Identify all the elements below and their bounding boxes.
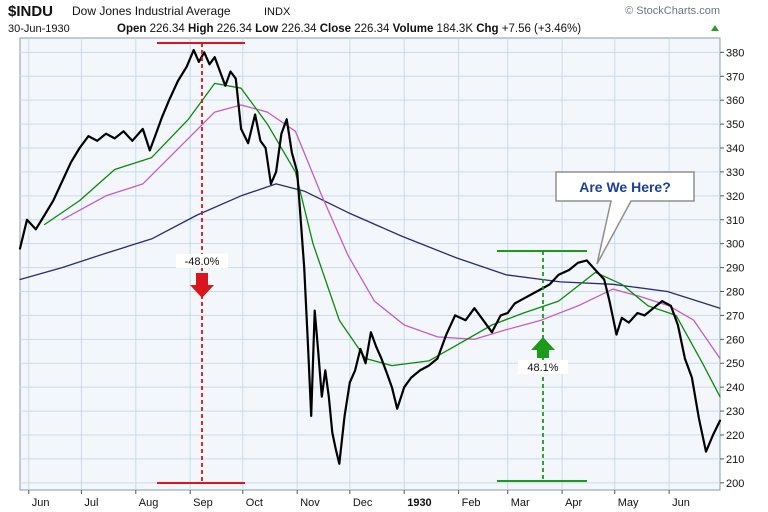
x-tick-label: 1930 <box>407 497 431 509</box>
index-name: Dow Jones Industrial Average <box>72 4 231 18</box>
ticker-symbol: $INDU <box>8 3 53 20</box>
series-line-ma_mid <box>61 104 721 360</box>
y-axis: 200 210 220 230 240 250 260 270 280 290 300 310 320 3… <box>720 47 744 490</box>
y-tick-label: 220 <box>726 430 744 442</box>
y-tick-label: 280 <box>726 287 744 299</box>
stockcharts-watermark: © StockCharts.com <box>625 5 720 17</box>
y-tick-label: 260 <box>726 334 744 346</box>
y-tick-label: 310 <box>726 215 744 227</box>
x-axis: Jun Jul Aug Sep Oct Nov Dec 1930 Feb Mar Apr May Jun <box>28 490 690 509</box>
x-tick-label: Apr <box>565 497 582 509</box>
callout-bubble <box>555 171 695 265</box>
y-tick-label: 270 <box>726 310 744 322</box>
x-tick-label: Aug <box>139 497 159 509</box>
y-tick-label: 290 <box>726 263 744 275</box>
x-tick-label: Oct <box>246 497 263 509</box>
y-tick-label: 330 <box>726 167 744 179</box>
up-triangle-icon <box>711 25 719 31</box>
quote-line: Open 226.34 High 226.34 Low 226.34 Close… <box>117 23 581 35</box>
x-tick-label: Jul <box>84 497 98 509</box>
chg-label: Chg <box>476 23 498 35</box>
y-tick-label: 350 <box>726 119 744 131</box>
rally-percent-label: 48.1% <box>527 362 558 374</box>
y-tick-label: 380 <box>726 47 744 59</box>
high-value: 226.34 <box>217 23 253 35</box>
decline-percent-label: -48.0% <box>185 256 220 268</box>
exchange-label: INDX <box>264 6 291 18</box>
open-value: 226.34 <box>150 23 186 35</box>
y-tick-label: 320 <box>726 191 744 203</box>
quote-date: 30-Jun-1930 <box>8 23 70 35</box>
y-tick-label: 230 <box>726 406 744 418</box>
volume-value: 184.3K <box>437 23 474 35</box>
rally-annotation: 48.1% <box>497 250 587 482</box>
high-label: High <box>188 23 214 35</box>
series-group <box>18 48 722 465</box>
x-tick-label: May <box>618 497 639 509</box>
callout-text: Are We Here? <box>579 179 671 195</box>
series-line-price <box>18 48 722 465</box>
y-tick-label: 340 <box>726 143 744 155</box>
x-tick-label: Nov <box>300 497 320 509</box>
x-tick-label: Dec <box>353 497 373 509</box>
x-tick-label: Feb <box>462 497 481 509</box>
arrow-up-icon <box>531 337 555 358</box>
chg-value: +7.56 (+3.46%) <box>502 23 581 35</box>
y-tick-label: 250 <box>726 358 744 370</box>
y-tick-label: 240 <box>726 382 744 394</box>
y-tick-label: 370 <box>726 71 744 83</box>
x-tick-label: Jun <box>672 497 690 509</box>
y-tick-label: 300 <box>726 239 744 251</box>
decline-annotation: -48.0% <box>157 42 245 484</box>
x-tick-label: Mar <box>511 497 530 509</box>
close-label: Close <box>320 23 351 35</box>
y-tick-label: 200 <box>726 478 744 490</box>
callout: Are We Here? <box>555 171 695 265</box>
x-tick-label: Jun <box>32 497 50 509</box>
low-label: Low <box>255 23 278 35</box>
series-line-ma_short <box>43 82 721 398</box>
volume-label: Volume <box>393 23 434 35</box>
arrow-down-icon <box>190 273 214 298</box>
decline-label-bg <box>176 254 228 268</box>
low-value: 226.34 <box>281 23 317 35</box>
series-line-ma_long <box>19 183 721 309</box>
y-tick-label: 360 <box>726 95 744 107</box>
close-value: 226.34 <box>354 23 390 35</box>
x-tick-label: Sep <box>193 497 213 509</box>
plot-area <box>19 37 721 491</box>
y-tick-label: 210 <box>726 454 744 466</box>
open-label: Open <box>117 23 146 35</box>
grid <box>20 38 720 490</box>
rally-label-bg <box>518 360 568 374</box>
